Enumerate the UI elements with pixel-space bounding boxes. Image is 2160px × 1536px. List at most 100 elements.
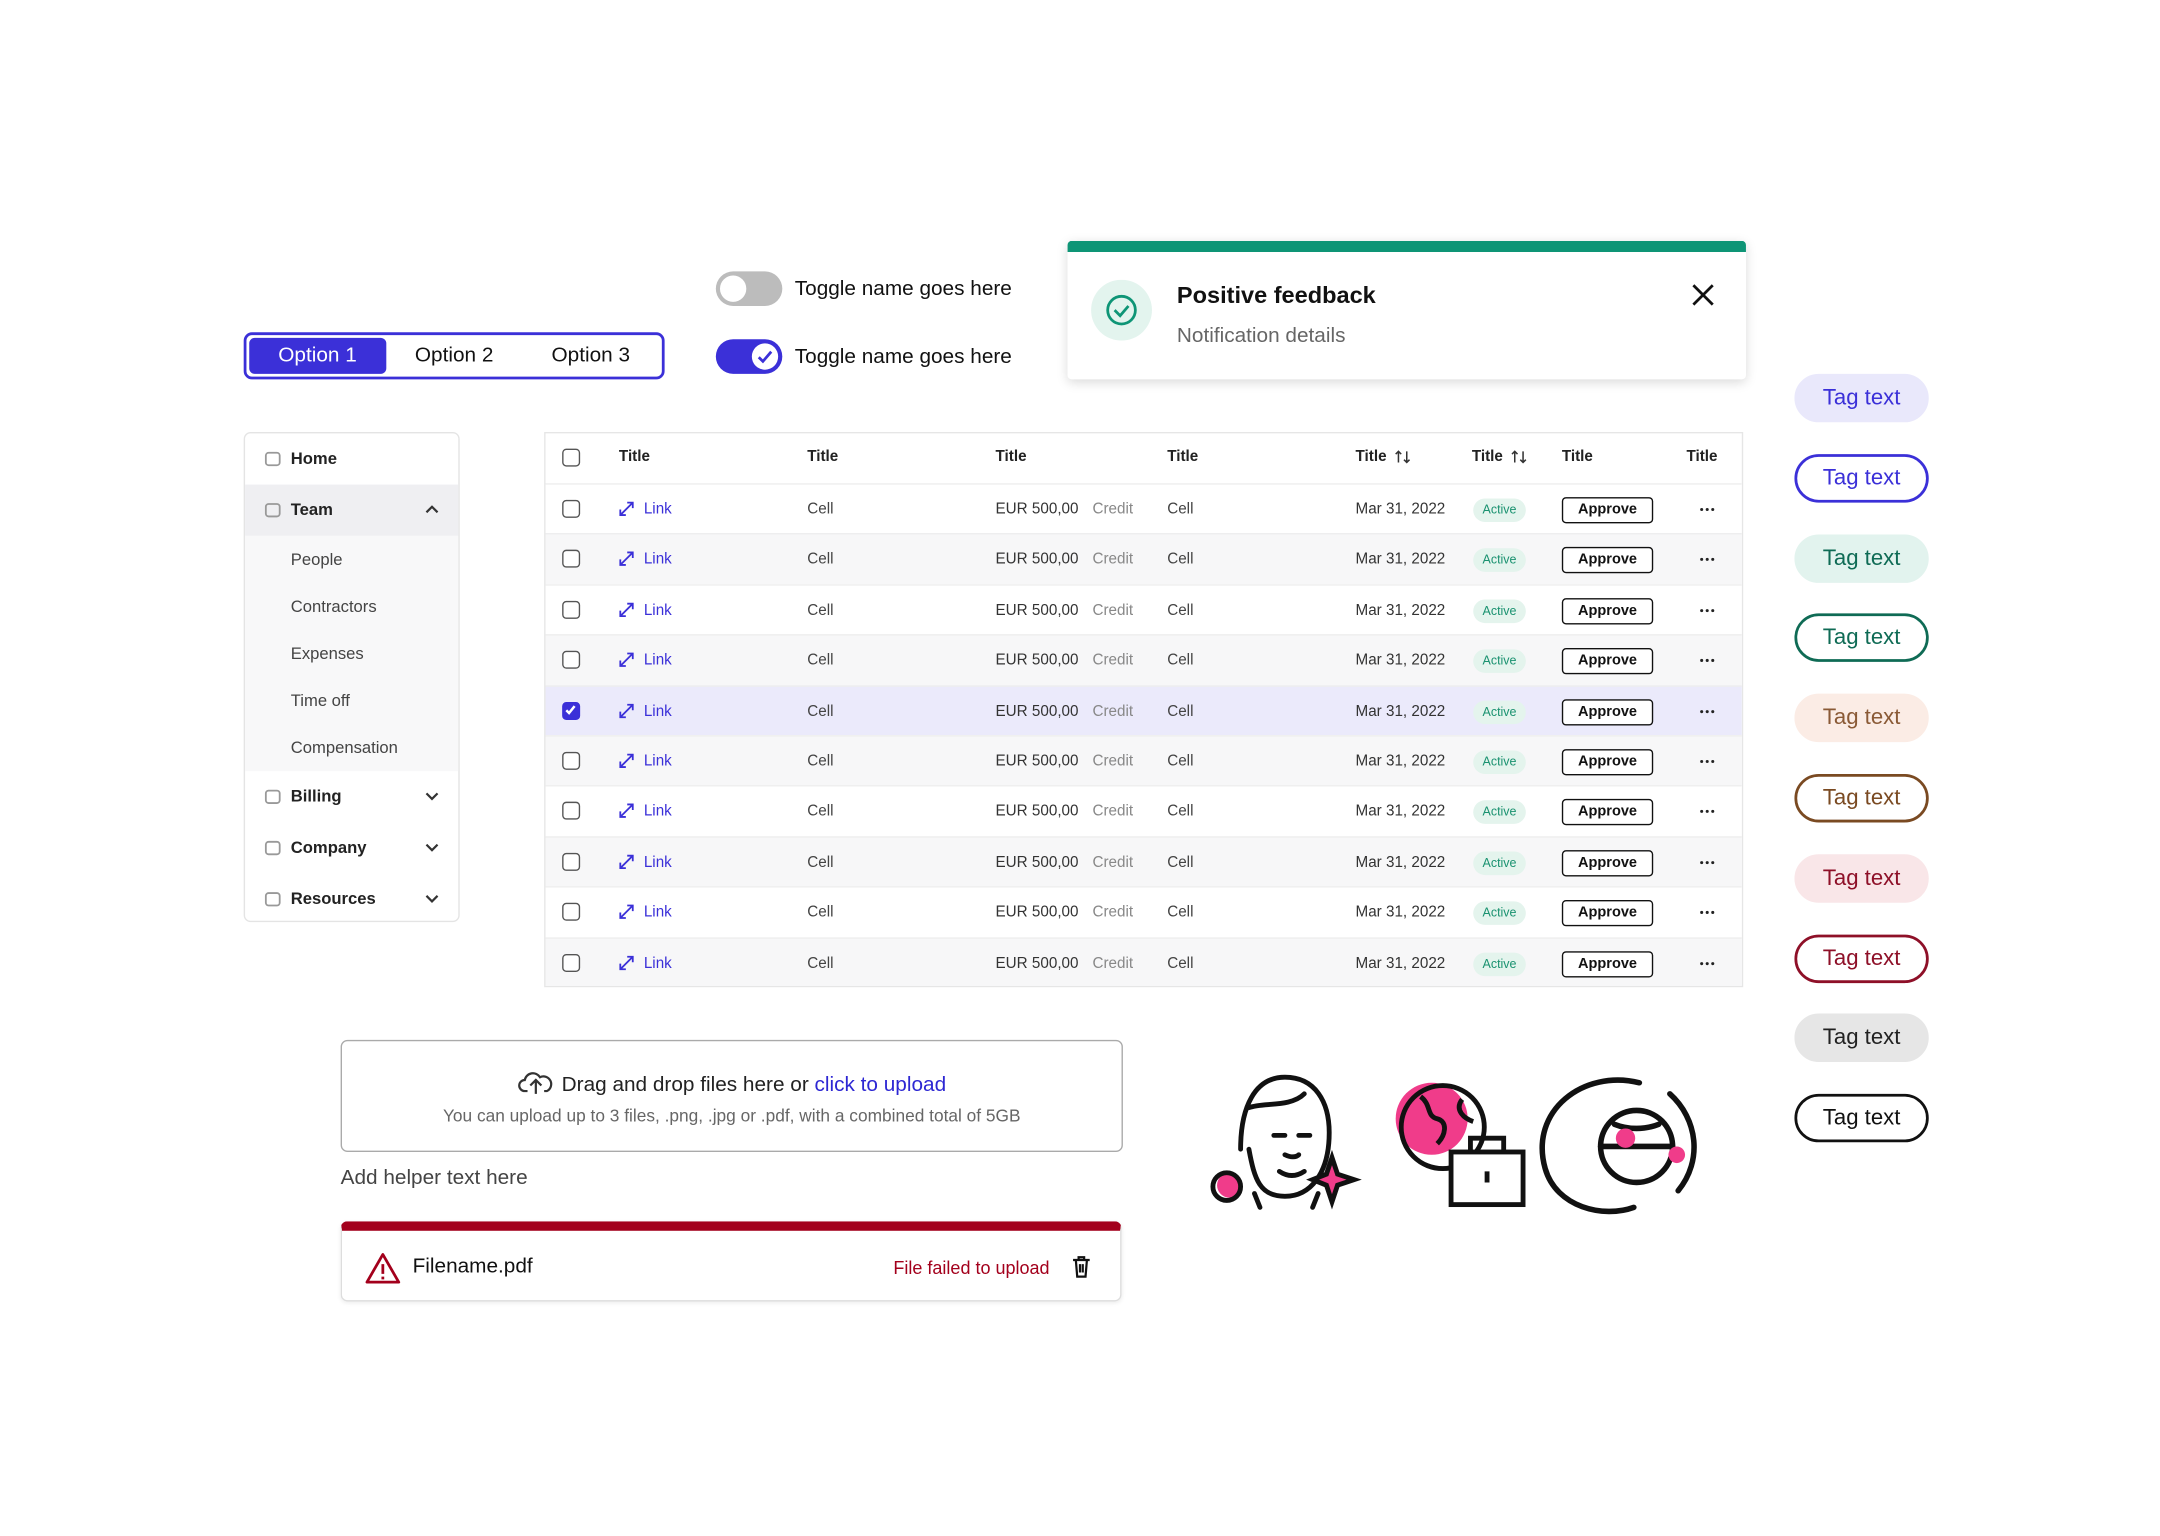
amount-type: Credit — [1092, 753, 1134, 770]
check-icon — [565, 704, 576, 715]
approve-button[interactable]: Approve — [1561, 648, 1654, 675]
close-button[interactable] — [1691, 282, 1716, 307]
upload-prompt: Drag and drop files here or — [561, 1073, 809, 1097]
nav-subitem[interactable]: Time off — [290, 690, 350, 711]
checkbox[interactable] — [562, 903, 581, 922]
date: Mar 31, 2022 — [1355, 904, 1446, 922]
segment-option[interactable]: Option 1 — [249, 337, 386, 374]
table-cell: Cell — [1167, 854, 1194, 871]
column-header[interactable]: Title — [1561, 448, 1593, 466]
nav-item[interactable]: Company — [245, 822, 458, 873]
checkbox[interactable] — [562, 448, 581, 467]
table-cell: Cell — [1167, 551, 1194, 569]
nav-item[interactable]: Home — [245, 433, 458, 484]
link-icon — [619, 501, 634, 516]
column-header[interactable]: Title — [807, 448, 839, 466]
tag: Tag text — [1794, 1014, 1929, 1063]
approve-button[interactable]: Approve — [1561, 900, 1654, 927]
link-icon — [619, 552, 634, 567]
checkbox[interactable] — [562, 651, 581, 670]
link-icon — [619, 602, 634, 617]
approve-button[interactable]: Approve — [1561, 749, 1654, 776]
tag: Tag text — [1794, 373, 1929, 423]
column-header[interactable]: Title — [1686, 448, 1718, 466]
checkbox[interactable] — [562, 701, 581, 720]
column-header[interactable]: Title — [1355, 448, 1387, 466]
checkbox[interactable] — [562, 751, 581, 770]
segment-option[interactable]: Option 2 — [414, 343, 494, 367]
checkbox[interactable] — [562, 852, 581, 871]
table-link[interactable]: Link — [643, 501, 672, 518]
approve-button[interactable]: Approve — [1561, 849, 1654, 877]
toggle[interactable] — [715, 339, 783, 374]
table-link[interactable]: Link — [643, 652, 672, 670]
table-row: Link Cell EUR 500,00 Credit Cell Mar 31, 2022… — [545, 584, 1742, 635]
table-link[interactable]: Link — [643, 954, 672, 972]
table-link[interactable]: Link — [643, 702, 672, 720]
notification: Positive feedback Notification details — [1067, 240, 1746, 380]
approve-button[interactable]: Approve — [1561, 799, 1654, 826]
sort-icon — [1511, 450, 1527, 464]
approve-button[interactable]: Approve — [1561, 547, 1654, 574]
helper-text: Add helper text here — [340, 1165, 528, 1190]
column-header[interactable]: Title — [1167, 448, 1199, 466]
toggle-knob — [751, 343, 779, 370]
approve-button[interactable]: Approve — [1561, 497, 1654, 524]
checkbox[interactable] — [562, 802, 581, 821]
nav-icon — [264, 789, 281, 804]
status-badge: Active — [1473, 700, 1526, 724]
nav-subitem[interactable]: Contractors — [290, 596, 377, 617]
nav-item[interactable]: Billing — [245, 771, 458, 822]
success-icon — [1091, 279, 1152, 341]
tag: Tag text — [1794, 693, 1929, 743]
more-menu — [1700, 508, 1715, 512]
amount: EUR 500,00 — [995, 954, 1079, 972]
amount-type: Credit — [1092, 854, 1134, 871]
table-link[interactable]: Link — [643, 602, 672, 619]
checkbox[interactable] — [562, 550, 581, 569]
upload-link[interactable]: click to upload — [814, 1073, 947, 1097]
amount-type: Credit — [1092, 551, 1134, 569]
amount: EUR 500,00 — [995, 904, 1079, 922]
checkbox[interactable] — [562, 600, 581, 619]
table-link[interactable]: Link — [643, 904, 672, 922]
table-link[interactable]: Link — [643, 551, 672, 569]
upload-dropzone[interactable]: Drag and drop files here or click to upl… — [340, 1039, 1123, 1152]
amount: EUR 500,00 — [995, 501, 1079, 518]
table-cell: Cell — [807, 753, 834, 770]
file-name: Filename.pdf — [412, 1254, 533, 1278]
date: Mar 31, 2022 — [1355, 602, 1446, 619]
table-cell: Cell — [1167, 501, 1194, 518]
column-header[interactable]: Title — [618, 448, 650, 466]
table-cell: Cell — [1167, 652, 1194, 670]
link-icon — [619, 854, 634, 869]
nav-subitem[interactable]: Compensation — [290, 737, 398, 758]
checkbox[interactable] — [562, 953, 581, 972]
approve-button[interactable]: Approve — [1561, 698, 1654, 725]
toggle[interactable] — [715, 271, 783, 306]
nav-subitem[interactable]: Expenses — [290, 643, 364, 664]
column-header[interactable]: Title — [995, 448, 1027, 466]
nav-item[interactable]: Team — [245, 484, 459, 536]
approve-button[interactable]: Approve — [1561, 950, 1654, 977]
column-header[interactable]: Title — [1471, 448, 1503, 466]
more-menu — [1700, 961, 1715, 965]
table-row: Link Cell EUR 500,00 Credit Cell Mar 31, 2022… — [545, 735, 1742, 786]
segment-option[interactable]: Option 3 — [551, 343, 631, 367]
amount: EUR 500,00 — [995, 602, 1079, 619]
table-link[interactable]: Link — [643, 753, 672, 770]
table-link[interactable]: Link — [643, 803, 672, 821]
table-cell: Cell — [1167, 753, 1194, 770]
error-message: File failed to upload — [893, 1257, 1050, 1278]
table-link[interactable]: Link — [643, 854, 672, 871]
table-cell: Cell — [807, 501, 834, 518]
more-menu — [1700, 558, 1715, 562]
nav-item[interactable]: Resources — [245, 874, 458, 921]
approve-button[interactable]: Approve — [1561, 597, 1654, 625]
checkbox[interactable] — [562, 499, 581, 518]
illustrations — [1210, 1074, 1697, 1215]
table-cell: Cell — [807, 652, 834, 670]
nav-subitem[interactable]: People — [290, 549, 343, 570]
date: Mar 31, 2022 — [1355, 652, 1446, 670]
delete-button[interactable] — [1072, 1256, 1091, 1278]
